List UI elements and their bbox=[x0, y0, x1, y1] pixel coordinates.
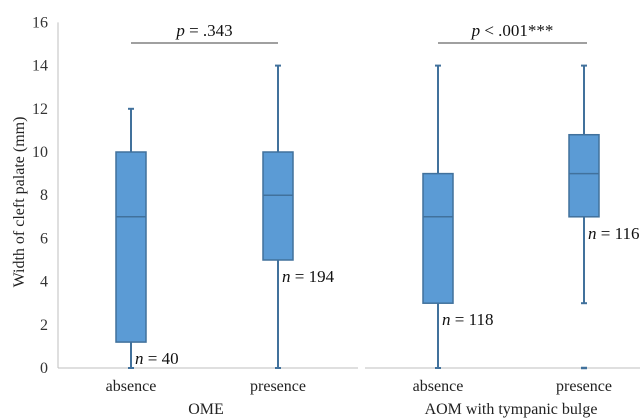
group-label: OME bbox=[188, 401, 224, 418]
iqr-box bbox=[115, 151, 147, 343]
y-tick-label: 16 bbox=[32, 14, 48, 31]
y-axis: 0 2 4 6 8 10 12 14 16 bbox=[32, 14, 59, 377]
y-tick-label: 6 bbox=[40, 230, 48, 247]
n-label: n = 116 bbox=[588, 224, 639, 243]
y-tick-label: 2 bbox=[40, 317, 48, 334]
n-label: n = 118 bbox=[442, 310, 493, 329]
box-presence: n = 194 presence bbox=[250, 64, 335, 395]
iqr-box bbox=[568, 133, 600, 218]
y-tick-label: 0 bbox=[40, 360, 48, 377]
category-label: absence bbox=[413, 378, 464, 395]
y-tick-label: 14 bbox=[32, 58, 48, 75]
box-presence: n = 116 presence bbox=[556, 64, 639, 395]
iqr-box bbox=[422, 172, 454, 304]
n-label: n = 40 bbox=[135, 349, 179, 368]
y-tick-label: 4 bbox=[40, 274, 48, 291]
y-axis-title: Width of cleft palate (mm) bbox=[11, 117, 28, 288]
category-label: presence bbox=[556, 378, 612, 395]
group-label: AOM with tympanic bulge bbox=[425, 401, 598, 418]
y-tick-label: 12 bbox=[32, 101, 48, 118]
p-value-label: p = .343 bbox=[175, 21, 232, 40]
iqr-box bbox=[262, 151, 294, 261]
p-value-label: p < .001*** bbox=[471, 21, 554, 40]
box-absence: n = 40 absence bbox=[106, 107, 179, 395]
category-label: absence bbox=[106, 378, 157, 395]
y-tick-label: 10 bbox=[32, 144, 48, 161]
box-absence: n = 118 absence bbox=[413, 64, 493, 395]
category-label: presence bbox=[250, 378, 306, 395]
y-tick-label: 8 bbox=[40, 187, 48, 204]
n-label: n = 194 bbox=[282, 267, 335, 286]
group-1: p < .001*** AOM with tympanic bulge n = 11… bbox=[365, 21, 640, 418]
group-0: p = .343 OME n = 40 absence n = 194 presence bbox=[58, 21, 358, 418]
